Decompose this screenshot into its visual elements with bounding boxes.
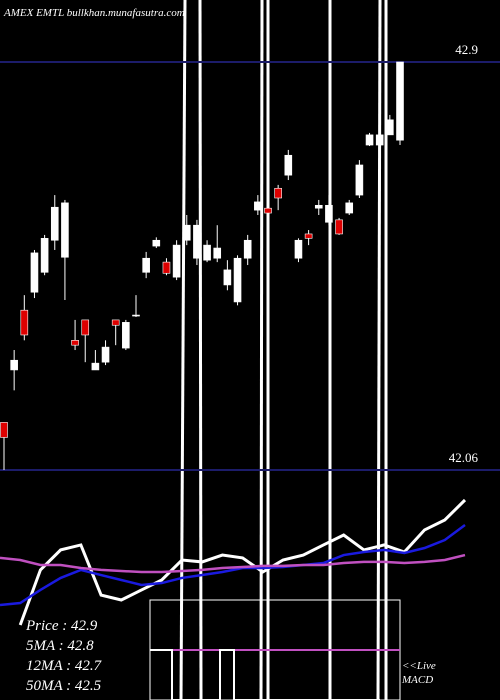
macd-line bbox=[150, 649, 380, 700]
candle-body bbox=[71, 340, 79, 346]
macd-label: MACD bbox=[401, 674, 433, 686]
volume-spikes bbox=[179, 0, 388, 700]
legend-entry: 50MA : 42.5 bbox=[26, 678, 102, 694]
candle-body bbox=[162, 261, 171, 274]
volume-spike bbox=[198, 0, 203, 700]
candle-body bbox=[345, 202, 354, 214]
candle-body bbox=[182, 224, 191, 241]
legend-entry: 12MA : 42.7 bbox=[26, 658, 103, 674]
legend-entry: Price : 42.9 bbox=[25, 618, 98, 634]
ma-line bbox=[0, 523, 466, 607]
candle-body bbox=[91, 362, 100, 371]
candle-body bbox=[274, 187, 282, 199]
macd-box bbox=[149, 599, 401, 700]
candle-body bbox=[233, 257, 242, 303]
candle-body bbox=[10, 359, 18, 371]
candle-body bbox=[132, 314, 140, 317]
plot: 42.9 42.06 Price : 42.9 5MA : 42.8 12MA : 42… bbox=[0, 42, 500, 694]
candle-body bbox=[101, 346, 110, 363]
candle-body bbox=[203, 244, 211, 261]
ma-line bbox=[18, 498, 467, 626]
ma-line bbox=[0, 553, 466, 574]
candle-body bbox=[122, 322, 130, 349]
candle-body bbox=[223, 269, 232, 286]
candle-body bbox=[172, 244, 181, 278]
candle-body bbox=[325, 204, 333, 223]
reference-label: 42.9 bbox=[455, 42, 478, 57]
candle-body bbox=[375, 134, 384, 146]
candle-body bbox=[365, 134, 374, 146]
candle-body bbox=[304, 233, 313, 239]
candle-body bbox=[386, 119, 394, 136]
candle-body bbox=[355, 164, 364, 196]
candle-body bbox=[50, 206, 59, 241]
candle-body bbox=[20, 309, 29, 336]
candle-body bbox=[193, 224, 201, 259]
candle-body bbox=[81, 319, 90, 336]
chart-title: AMEX EMTL bullkhan.munafasutra.com bbox=[3, 7, 185, 19]
volume-spike bbox=[259, 0, 264, 700]
candle-body bbox=[294, 239, 303, 259]
candle-body bbox=[61, 202, 69, 258]
reference-label: 42.06 bbox=[449, 450, 479, 465]
candle-body bbox=[284, 154, 293, 176]
macd-label: <<Live bbox=[402, 660, 436, 672]
candle-body bbox=[213, 247, 222, 259]
candle-body bbox=[243, 239, 252, 259]
candle-body bbox=[0, 422, 8, 438]
candle-body bbox=[335, 219, 343, 235]
candle-body bbox=[396, 61, 404, 141]
candle-body bbox=[264, 207, 272, 214]
candle-body bbox=[254, 201, 262, 211]
volume-spike bbox=[179, 0, 187, 700]
candle-body bbox=[142, 257, 150, 273]
candle-body bbox=[30, 252, 39, 293]
candle-body bbox=[152, 239, 161, 247]
legend-entry: 5MA : 42.8 bbox=[26, 638, 94, 654]
candle-body bbox=[40, 238, 49, 273]
candle-body bbox=[314, 204, 323, 209]
volume-spike bbox=[376, 0, 382, 700]
candle-body bbox=[111, 319, 120, 326]
